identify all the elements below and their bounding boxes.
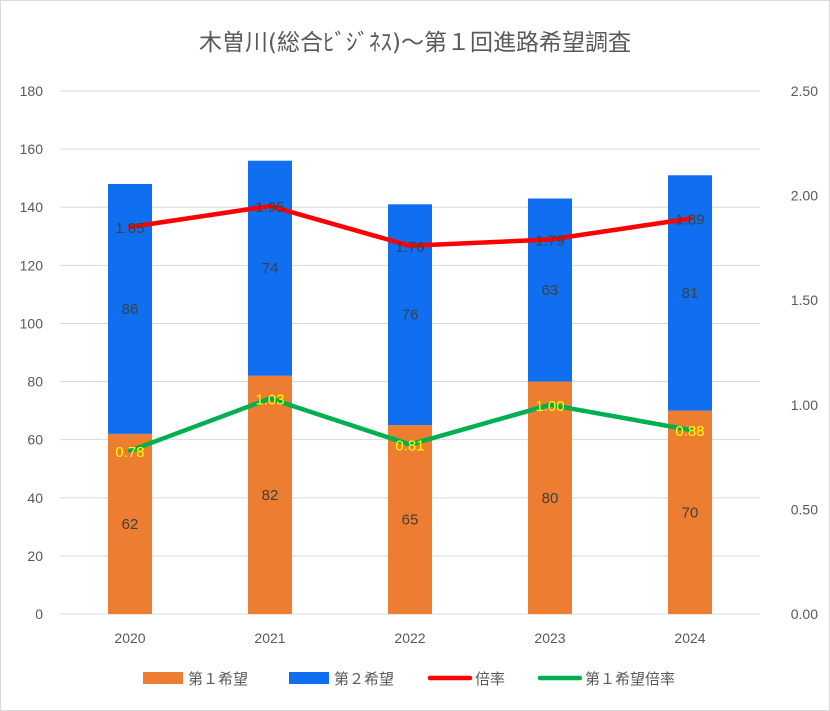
- y-right-tick-label: 1.50: [791, 292, 818, 308]
- y-left-tick-label: 160: [20, 141, 44, 157]
- line-data-label: 1.85: [115, 220, 144, 237]
- x-axis: 2020 2021 2022 2023 2024: [114, 630, 705, 646]
- legend-label: 第１希望倍率: [585, 670, 675, 688]
- bar-data-label: 70: [682, 504, 699, 521]
- y-left-tick-label: 100: [20, 315, 44, 331]
- bar-data-label: 86: [122, 301, 139, 318]
- line-data-label: 0.81: [395, 438, 424, 455]
- legend: 第１希望 第２希望 倍率 第１希望倍率: [143, 670, 675, 688]
- legend-label: 第２希望: [334, 670, 394, 688]
- y-right-tick-label: 2.00: [791, 188, 818, 204]
- line-data-label: 1.95: [255, 199, 284, 216]
- line-data-label: 1.79: [535, 233, 564, 250]
- x-tick-label: 2024: [674, 630, 705, 646]
- y-left-tick-label: 40: [27, 490, 43, 506]
- bar-series: [108, 160, 712, 614]
- y-left-tick-label: 60: [27, 432, 43, 448]
- bar-data-label: 81: [682, 285, 699, 302]
- bar-data-label: 80: [542, 490, 559, 507]
- line-data-label: 0.78: [115, 444, 144, 461]
- y-left-tick-label: 120: [20, 257, 44, 273]
- bar-data-label: 63: [542, 282, 559, 299]
- legend-swatch: [143, 672, 183, 684]
- bar-segment: [528, 198, 572, 382]
- line-series: [127, 203, 693, 454]
- y-left-tick-label: 80: [27, 374, 43, 390]
- bar-segment: [528, 381, 572, 614]
- y-right-tick-label: 0.50: [791, 501, 818, 517]
- y-right-tick-label: 0.00: [791, 606, 818, 622]
- bar-data-label: 62: [122, 516, 139, 533]
- bar-data-label: 82: [262, 487, 279, 504]
- bar-segment: [248, 375, 292, 614]
- legend-label: 第１希望: [188, 670, 248, 688]
- bar-data-label: 76: [402, 307, 419, 324]
- y-left-tick-label: 140: [20, 199, 44, 215]
- x-tick-label: 2020: [114, 630, 145, 646]
- x-tick-label: 2023: [534, 630, 565, 646]
- data-labels: 62 86 82 74 65 76 80 63 70 81 1.85 1.95 1.76 1.79 1.89…: [115, 199, 704, 533]
- legend-label: 倍率: [475, 670, 505, 688]
- legend-swatch: [289, 672, 329, 684]
- bar-data-label: 65: [402, 512, 419, 529]
- line-data-label: 0.88: [675, 423, 704, 440]
- gridlines: [60, 90, 760, 615]
- y-left-tick-label: 0: [35, 606, 43, 622]
- y-left-tick-label: 180: [20, 83, 44, 99]
- x-tick-label: 2021: [254, 630, 285, 646]
- bar-segment: [388, 425, 432, 614]
- bar-data-label: 74: [262, 260, 279, 277]
- y-right-tick-label: 2.50: [791, 83, 818, 99]
- y-axis-left: 0 20 40 60 80 100 120 140 160 180: [20, 83, 44, 622]
- line-data-label: 1.03: [255, 392, 284, 409]
- y-axis-right: 0.00 0.50 1.00 1.50 2.00 2.50: [791, 83, 818, 622]
- bar-segment: [248, 160, 292, 376]
- y-left-tick-label: 20: [27, 548, 43, 564]
- y-right-tick-label: 1.00: [791, 397, 818, 413]
- bar-segment: [668, 410, 712, 614]
- line-data-label: 1.00: [535, 398, 564, 415]
- chart-title: 木曽川(総合ﾋﾞｼﾞﾈｽ)～第１回進路希望調査: [199, 30, 631, 56]
- bar-segment: [108, 433, 152, 614]
- x-tick-label: 2022: [394, 630, 425, 646]
- line-data-label: 1.76: [395, 239, 424, 256]
- line-data-label: 1.89: [675, 212, 704, 229]
- bar-segment: [668, 175, 712, 411]
